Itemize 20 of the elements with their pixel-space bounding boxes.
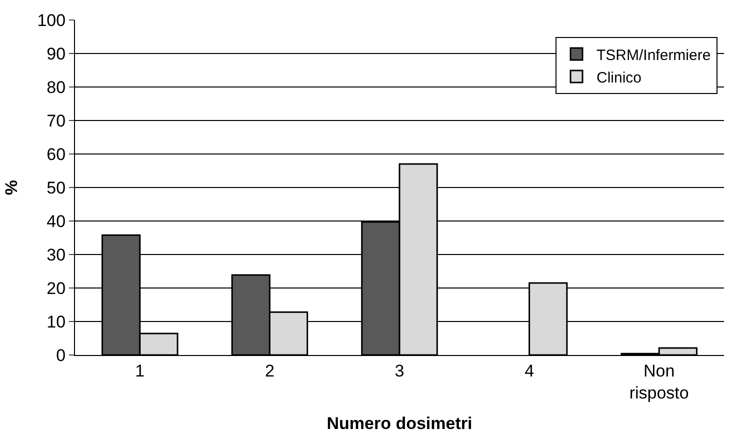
x-tick-label: 4 [524, 361, 534, 380]
y-tick-label: 90 [46, 44, 66, 64]
x-axis-title: Numero dosimetri [326, 414, 472, 433]
y-tick-label: 50 [46, 178, 66, 198]
x-tick-label: 3 [394, 361, 404, 380]
y-axis-title: % [2, 180, 21, 196]
y-tick-label: 40 [46, 212, 66, 231]
y-tick-label: 100 [37, 10, 66, 30]
y-tick-label: 20 [46, 278, 66, 298]
y-tick-label: 30 [46, 245, 66, 264]
y-tick-label: 80 [46, 78, 66, 97]
legend-label: TSRM/Infermiere [596, 46, 711, 64]
x-tick-label: 2 [264, 361, 274, 380]
x-tick-label: Non risposto [629, 361, 689, 402]
y-tick-label: 10 [46, 312, 66, 332]
x-tick-label: 1 [135, 361, 145, 380]
y-tick-label: 0 [56, 346, 66, 365]
y-tick-label: 60 [46, 144, 66, 164]
legend-label: Clinico [596, 69, 642, 86]
y-tick-label: 70 [46, 111, 66, 130]
